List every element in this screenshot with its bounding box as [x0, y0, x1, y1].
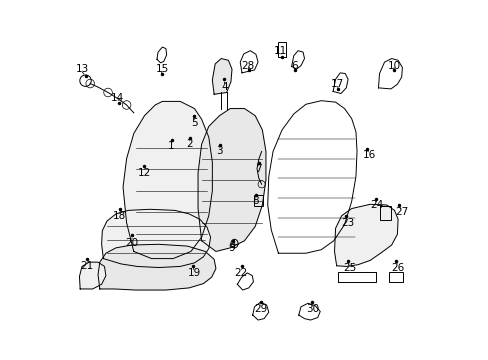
Text: 1: 1: [167, 141, 174, 151]
Text: 21: 21: [81, 261, 94, 271]
Text: 7: 7: [254, 164, 261, 174]
Text: 11: 11: [273, 46, 286, 57]
Text: 17: 17: [330, 78, 343, 89]
Text: 2: 2: [185, 139, 192, 149]
Text: 6: 6: [290, 61, 297, 71]
Text: 9: 9: [228, 243, 235, 253]
Text: 4: 4: [221, 82, 228, 92]
Bar: [278, 42, 285, 57]
Text: 3: 3: [216, 147, 223, 157]
Text: 10: 10: [387, 61, 400, 71]
Text: 22: 22: [234, 268, 247, 278]
Polygon shape: [80, 262, 106, 289]
Text: 19: 19: [187, 268, 201, 278]
Bar: [379, 206, 390, 220]
Text: 8: 8: [251, 197, 258, 206]
Text: 16: 16: [362, 150, 375, 160]
Polygon shape: [102, 209, 210, 267]
Text: 15: 15: [155, 64, 169, 74]
Text: 26: 26: [391, 262, 404, 273]
Text: 30: 30: [305, 303, 318, 314]
Bar: [388, 272, 403, 282]
Text: 13: 13: [75, 64, 88, 74]
Text: 18: 18: [113, 211, 126, 221]
Text: 24: 24: [369, 200, 383, 210]
Text: 23: 23: [341, 218, 354, 228]
Text: 14: 14: [111, 93, 124, 103]
Text: 27: 27: [394, 207, 407, 217]
Polygon shape: [98, 244, 216, 290]
Polygon shape: [334, 204, 397, 266]
Bar: [253, 195, 263, 206]
Text: 20: 20: [125, 238, 138, 248]
Text: 25: 25: [343, 262, 356, 273]
Text: 28: 28: [241, 61, 254, 71]
Polygon shape: [198, 109, 265, 251]
Text: 5: 5: [191, 118, 198, 128]
Polygon shape: [123, 102, 212, 258]
Text: 12: 12: [138, 168, 151, 178]
Polygon shape: [212, 59, 231, 94]
Text: 29: 29: [253, 303, 266, 314]
